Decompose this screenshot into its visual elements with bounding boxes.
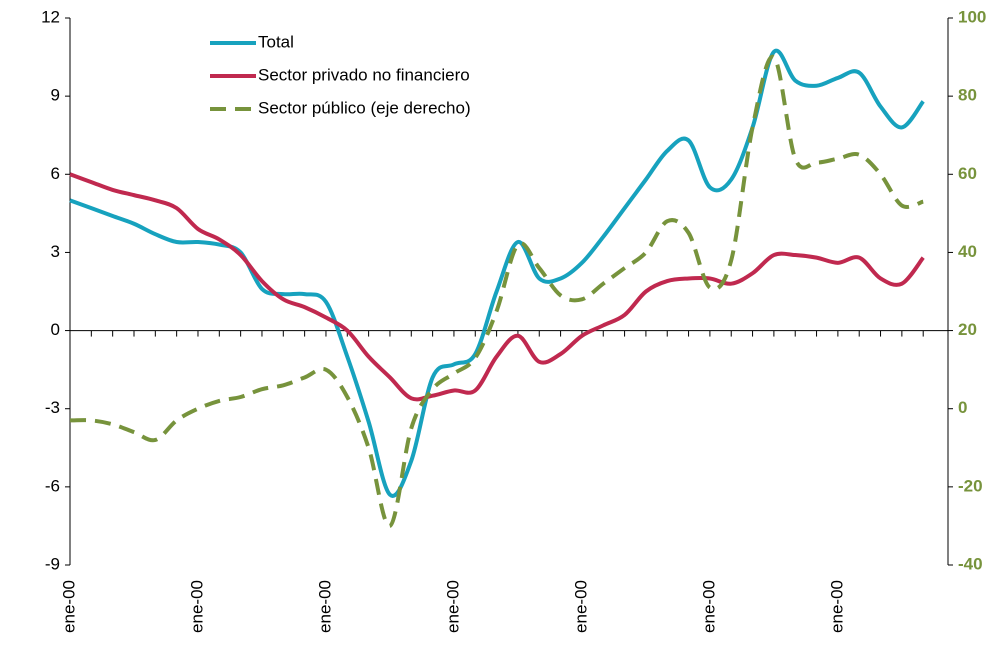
y2-tick-label: 80 bbox=[958, 86, 977, 105]
y-tick-label: 12 bbox=[41, 7, 60, 26]
y2-tick-label: 100 bbox=[958, 7, 986, 26]
y2-tick-label: 40 bbox=[958, 242, 977, 261]
y-tick-label: 3 bbox=[51, 242, 60, 261]
x-tick-label: ene-00 bbox=[59, 580, 78, 633]
y-tick-label: 6 bbox=[51, 164, 60, 183]
y-tick-label: -3 bbox=[45, 398, 60, 417]
y-tick-label: 0 bbox=[51, 320, 60, 339]
legend-label: Sector público (eje derecho) bbox=[258, 98, 471, 117]
x-tick-label: ene-00 bbox=[315, 580, 334, 633]
x-tick-label: ene-00 bbox=[571, 580, 590, 633]
y-tick-label: -9 bbox=[45, 554, 60, 573]
x-tick-label: ene-00 bbox=[827, 580, 846, 633]
series-line bbox=[69, 48, 925, 498]
y2-tick-label: 0 bbox=[958, 398, 967, 417]
x-tick-label: ene-00 bbox=[443, 580, 462, 633]
y-tick-label: 9 bbox=[51, 86, 60, 105]
y2-tick-label: 20 bbox=[958, 320, 977, 339]
y2-tick-label: -20 bbox=[958, 476, 983, 495]
y2-tick-label: 60 bbox=[958, 164, 977, 183]
x-tick-label: ene-00 bbox=[187, 580, 206, 633]
series-line bbox=[69, 172, 925, 402]
series-line bbox=[69, 54, 924, 528]
x-tick-label: ene-00 bbox=[699, 580, 718, 633]
y2-tick-label: -40 bbox=[958, 554, 983, 573]
y-tick-label: -6 bbox=[45, 476, 60, 495]
legend-label: Total bbox=[258, 32, 294, 51]
legend-label: Sector privado no financiero bbox=[258, 65, 470, 84]
